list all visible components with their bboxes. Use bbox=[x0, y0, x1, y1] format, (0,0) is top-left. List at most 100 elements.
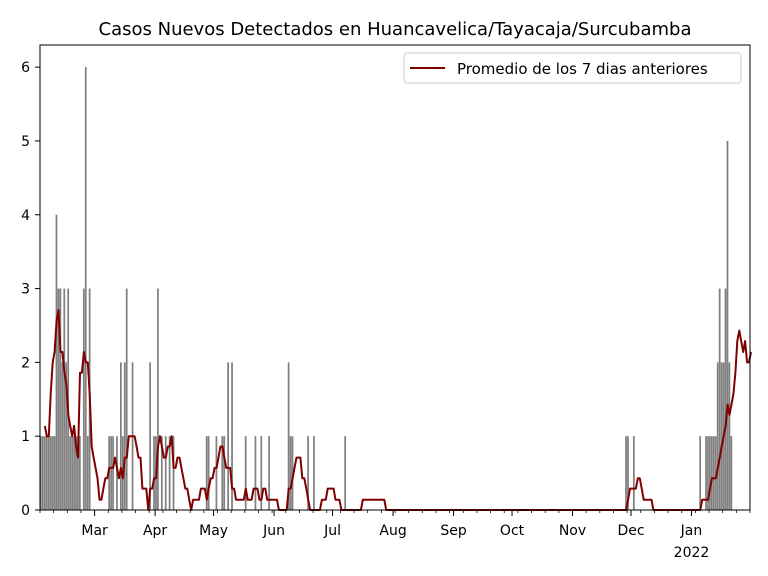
bar bbox=[287, 362, 290, 510]
bar bbox=[112, 436, 114, 510]
bar bbox=[164, 436, 167, 510]
bar bbox=[632, 436, 635, 510]
x-tick-label: Mar bbox=[81, 523, 108, 539]
bar bbox=[63, 288, 66, 510]
bar bbox=[625, 436, 627, 510]
legend-label: Promedio de los 7 dias anteriores bbox=[457, 60, 708, 78]
bar bbox=[149, 362, 151, 510]
bar bbox=[254, 436, 257, 510]
bar bbox=[710, 436, 713, 510]
legend-box bbox=[403, 52, 742, 84]
x-tick-label: Jan bbox=[680, 523, 703, 539]
bar bbox=[221, 436, 224, 510]
bar bbox=[705, 436, 707, 510]
bar bbox=[69, 436, 72, 510]
bar bbox=[55, 214, 58, 510]
plot-frame bbox=[39, 44, 751, 511]
bar bbox=[268, 436, 270, 510]
bar bbox=[57, 288, 60, 510]
x-tick-label: Jul bbox=[323, 523, 341, 539]
bar bbox=[153, 436, 155, 510]
bar bbox=[728, 362, 731, 510]
bar bbox=[157, 288, 159, 510]
bar bbox=[724, 288, 727, 510]
bar bbox=[712, 436, 715, 510]
bar bbox=[84, 67, 87, 511]
bar bbox=[707, 436, 709, 510]
bar bbox=[73, 436, 75, 510]
x-tick-label: Aug bbox=[379, 523, 406, 539]
y-tick-label: 3 bbox=[21, 282, 30, 298]
bar bbox=[718, 288, 721, 510]
bar bbox=[205, 436, 208, 510]
bar bbox=[215, 436, 218, 510]
bar bbox=[119, 362, 122, 510]
bar bbox=[77, 436, 79, 510]
bar bbox=[260, 436, 263, 510]
x-axis: Mar Apr May Jun Jul Aug Sep Oct Nov Dec Jan 2022 bbox=[39, 510, 751, 561]
bar bbox=[75, 436, 77, 510]
bar bbox=[313, 436, 315, 510]
bar bbox=[730, 436, 733, 510]
bar bbox=[110, 436, 112, 510]
bar bbox=[223, 436, 226, 510]
bar bbox=[231, 362, 233, 510]
bar bbox=[244, 436, 247, 510]
y-tick-label: 6 bbox=[21, 60, 30, 76]
bar bbox=[227, 362, 230, 510]
x-tick-label: Dec bbox=[617, 523, 644, 539]
y-axis: 0 1 2 3 4 5 6 bbox=[21, 60, 40, 519]
bar bbox=[160, 436, 163, 510]
bar bbox=[116, 436, 118, 510]
bar bbox=[207, 436, 210, 510]
x-tick-label: Sep bbox=[440, 523, 467, 539]
bar bbox=[307, 436, 309, 510]
bar bbox=[61, 362, 64, 510]
bar bbox=[168, 436, 171, 510]
bar bbox=[59, 288, 62, 510]
bar bbox=[714, 436, 717, 510]
bar bbox=[125, 288, 128, 510]
bar bbox=[291, 436, 294, 510]
x-tick-label: Apr bbox=[143, 523, 167, 539]
chart-title: Casos Nuevos Detectados en Huancavelica/… bbox=[99, 19, 692, 40]
bar bbox=[82, 288, 85, 510]
bar bbox=[51, 436, 54, 510]
bar bbox=[86, 436, 89, 510]
y-tick-label: 2 bbox=[21, 355, 30, 371]
y-tick-label: 4 bbox=[21, 208, 30, 224]
x-tick-label: Jun bbox=[262, 523, 285, 539]
bar bbox=[43, 436, 46, 510]
bar bbox=[53, 436, 56, 510]
bar bbox=[716, 362, 719, 510]
bar bbox=[123, 362, 126, 510]
bar bbox=[47, 436, 50, 510]
bar bbox=[40, 436, 42, 510]
bar bbox=[65, 362, 68, 510]
bar bbox=[709, 436, 711, 510]
y-tick-label: 1 bbox=[21, 429, 30, 445]
bar bbox=[720, 362, 723, 510]
legend: Promedio de los 7 dias anteriores bbox=[403, 52, 742, 84]
bar bbox=[41, 436, 44, 510]
bar bbox=[344, 436, 347, 510]
bar bbox=[79, 436, 81, 510]
x-tick-label: Oct bbox=[500, 523, 525, 539]
bar bbox=[45, 436, 48, 510]
bar bbox=[289, 436, 292, 510]
bar bbox=[726, 140, 729, 510]
line-layer bbox=[43, 309, 752, 511]
bar bbox=[71, 436, 73, 510]
bar bbox=[699, 436, 702, 510]
y-tick-label: 0 bbox=[21, 503, 30, 519]
x-tick-label: May bbox=[199, 523, 228, 539]
x-tick-sublabel: 2022 bbox=[674, 545, 710, 561]
bar bbox=[172, 436, 175, 510]
bar bbox=[49, 436, 52, 510]
bar bbox=[627, 436, 629, 510]
x-tick-label: Nov bbox=[559, 523, 586, 539]
series-line bbox=[43, 309, 752, 511]
y-tick-label: 5 bbox=[21, 134, 30, 150]
